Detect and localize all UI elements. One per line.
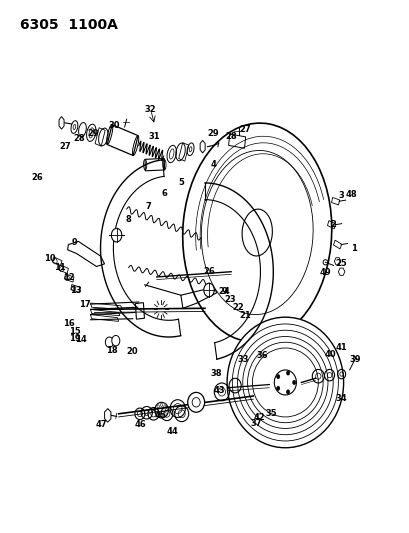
Text: 41: 41	[335, 343, 347, 352]
Text: 47: 47	[95, 420, 107, 429]
Text: 4: 4	[209, 160, 216, 169]
Circle shape	[292, 381, 295, 384]
Text: 38: 38	[210, 369, 221, 378]
Text: 37: 37	[250, 419, 261, 427]
Text: 22: 22	[231, 303, 243, 312]
Text: 29: 29	[87, 129, 99, 138]
Text: 16: 16	[63, 319, 75, 328]
Text: 20: 20	[126, 347, 137, 356]
Circle shape	[276, 386, 279, 390]
Text: 43: 43	[213, 386, 224, 395]
Text: 45: 45	[155, 411, 166, 420]
Text: 7: 7	[146, 202, 151, 211]
Text: 29: 29	[207, 129, 218, 138]
Text: 14: 14	[74, 335, 86, 344]
Text: 23: 23	[224, 295, 235, 304]
Text: 35: 35	[265, 409, 276, 418]
Ellipse shape	[187, 392, 204, 412]
Text: 21: 21	[239, 311, 250, 320]
Text: 17: 17	[79, 300, 90, 309]
Text: 25: 25	[335, 260, 347, 269]
Text: 26: 26	[202, 267, 214, 276]
Text: 10: 10	[45, 254, 56, 263]
Text: 39: 39	[349, 355, 361, 364]
Text: 27: 27	[59, 142, 71, 151]
Circle shape	[203, 283, 214, 297]
Text: 19: 19	[68, 334, 80, 343]
Ellipse shape	[274, 370, 296, 395]
Text: 6: 6	[162, 189, 167, 198]
Text: 11: 11	[54, 263, 65, 272]
Circle shape	[111, 228, 121, 242]
Text: 2: 2	[330, 220, 336, 229]
Text: 24: 24	[218, 287, 229, 296]
Text: 28: 28	[225, 133, 236, 141]
Text: 30: 30	[108, 121, 120, 130]
Text: 15: 15	[68, 327, 80, 336]
Text: 27: 27	[239, 125, 250, 134]
Text: 3: 3	[338, 191, 344, 200]
Text: 31: 31	[148, 133, 160, 141]
Text: 9: 9	[221, 287, 227, 296]
Circle shape	[276, 375, 279, 379]
Text: 32: 32	[145, 106, 156, 114]
Text: 44: 44	[166, 426, 178, 435]
Text: 8: 8	[126, 215, 131, 224]
Ellipse shape	[227, 317, 343, 448]
Text: 26: 26	[31, 173, 43, 182]
Text: 42: 42	[253, 414, 265, 423]
Circle shape	[112, 335, 119, 346]
Text: 40: 40	[324, 350, 335, 359]
Text: 28: 28	[74, 134, 85, 143]
Text: 49: 49	[319, 268, 330, 277]
Text: 46: 46	[135, 420, 146, 429]
Text: 6305  1100A: 6305 1100A	[20, 19, 118, 33]
Text: 13: 13	[70, 286, 81, 295]
Circle shape	[105, 337, 113, 348]
Circle shape	[286, 390, 289, 394]
Circle shape	[286, 371, 289, 375]
Text: 12: 12	[63, 273, 75, 282]
Text: 36: 36	[256, 351, 267, 360]
Text: 1: 1	[350, 244, 356, 253]
Text: 33: 33	[237, 355, 248, 364]
Text: 48: 48	[345, 190, 357, 199]
Text: 34: 34	[334, 394, 346, 402]
Text: 9: 9	[71, 238, 77, 247]
Text: 5: 5	[178, 179, 183, 188]
Text: 18: 18	[106, 345, 117, 354]
